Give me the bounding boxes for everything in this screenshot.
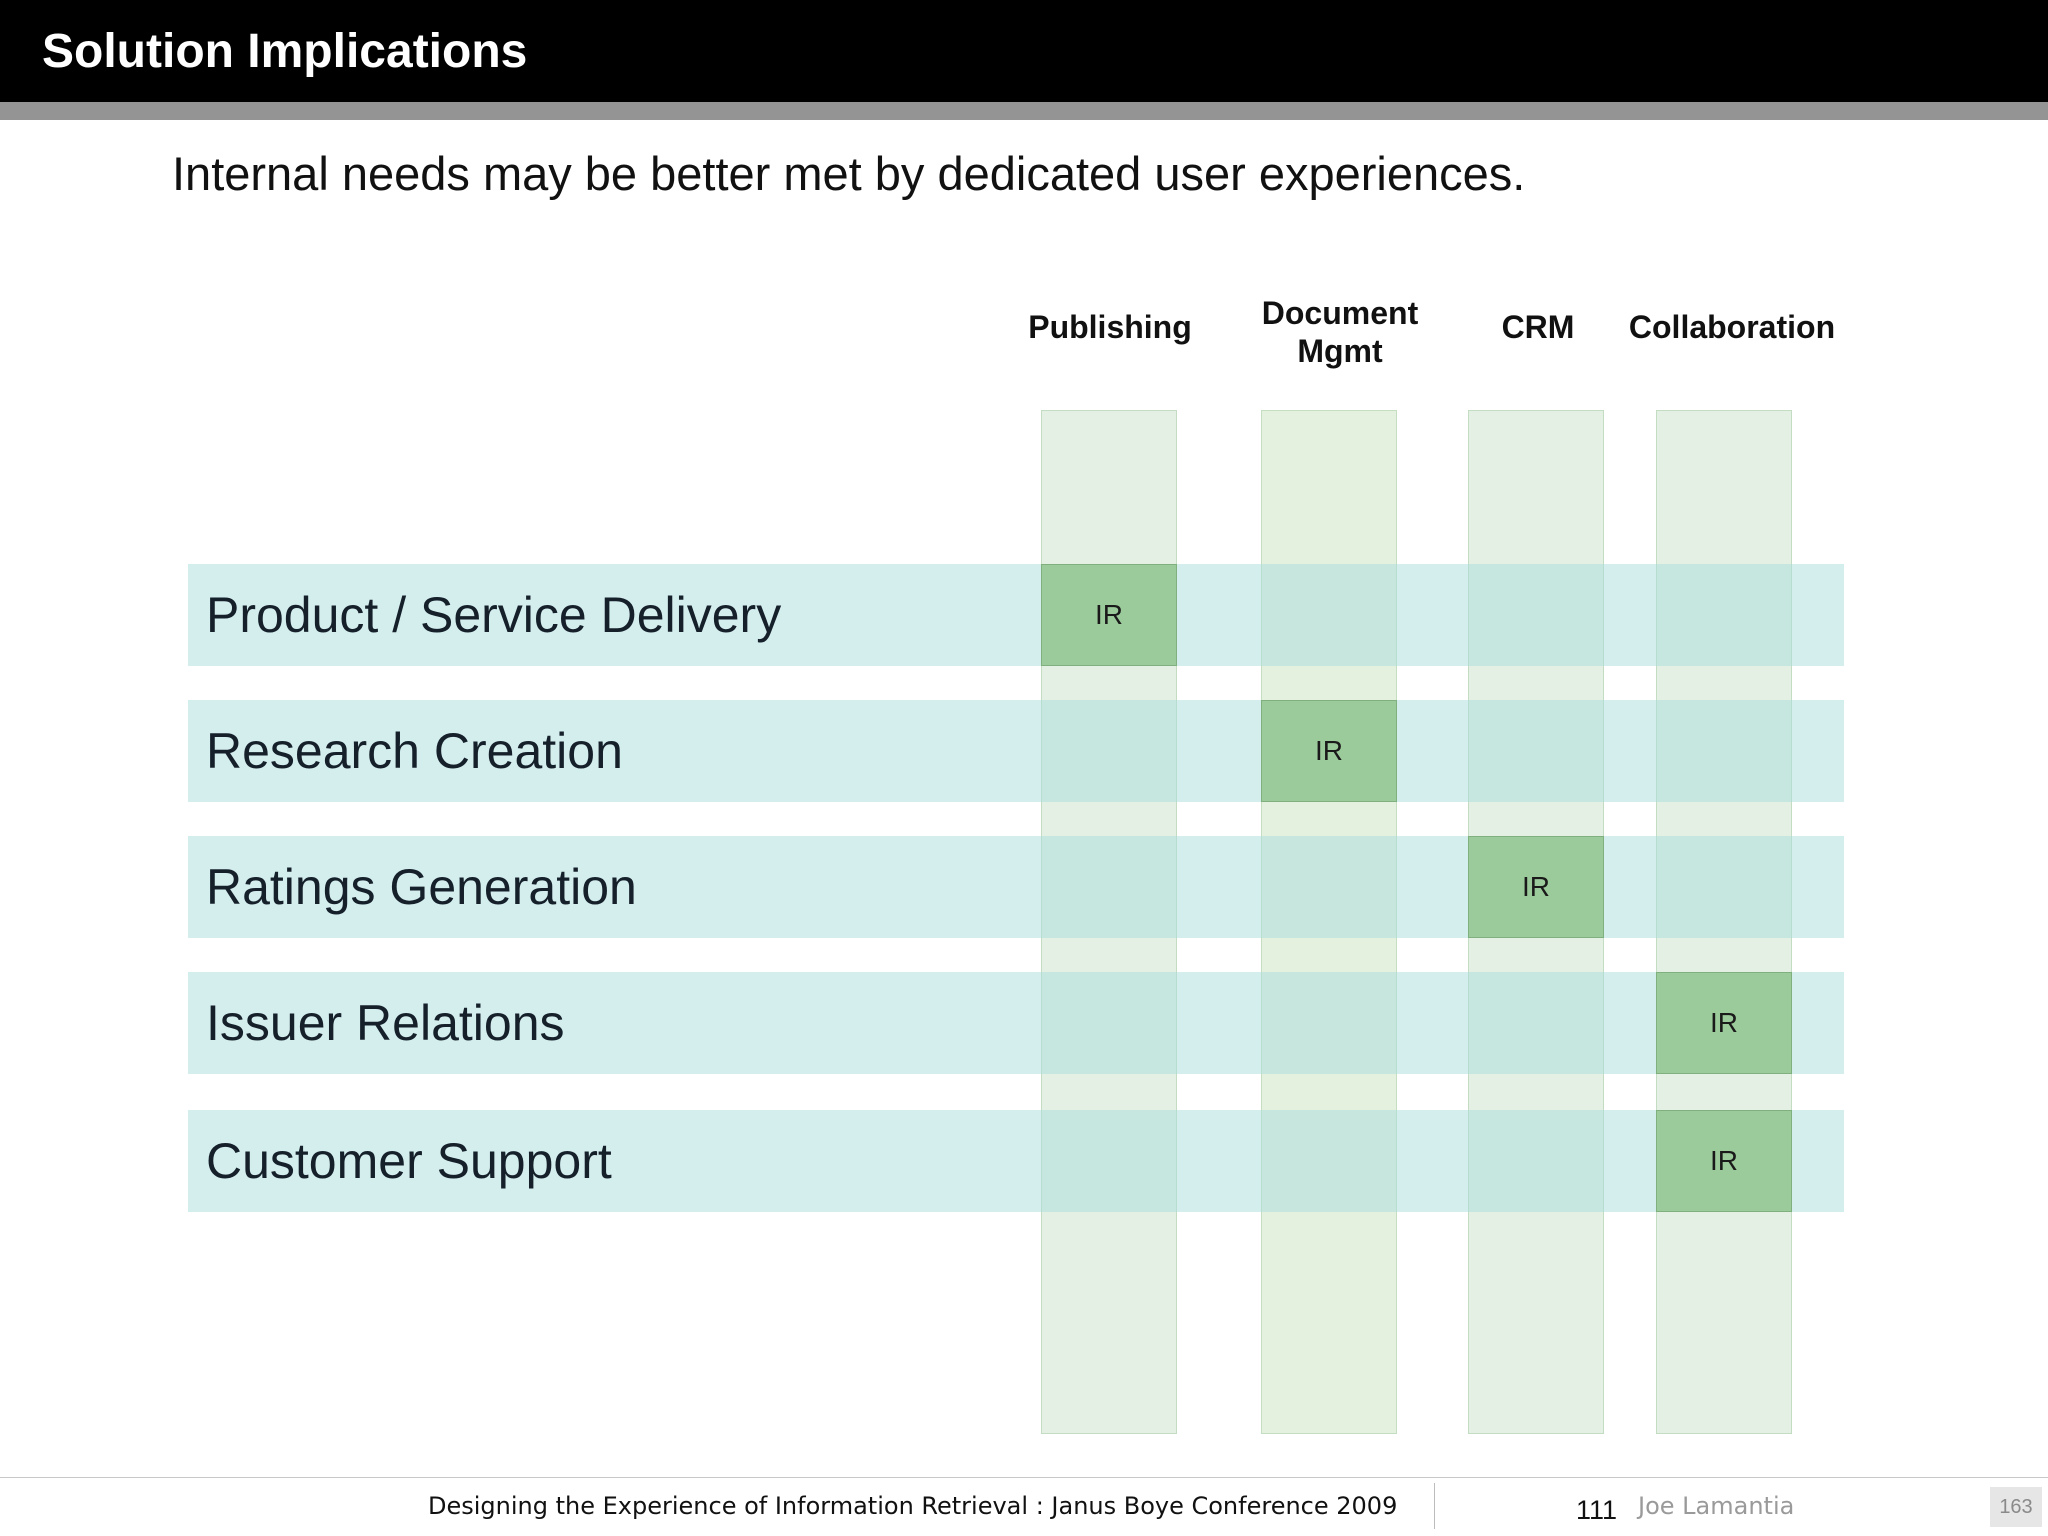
ir-cell-product-service-delivery-publishing: IR: [1041, 564, 1177, 666]
row-label-ratings-generation: Ratings Generation: [206, 859, 637, 915]
row-band-research-creation: [188, 700, 1844, 802]
page-number-badge: 163: [1990, 1487, 2042, 1527]
row-label-research-creation: Research Creation: [206, 723, 623, 779]
column-header-publishing: Publishing: [1028, 309, 1192, 345]
title-bar: [0, 0, 2048, 102]
row-label-issuer-relations: Issuer Relations: [206, 995, 565, 1051]
ir-cell-ratings-generation-crm: IR: [1468, 836, 1604, 938]
row-label-customer-support: Customer Support: [206, 1133, 612, 1189]
title-bar-stripe: [0, 102, 2048, 120]
column-header-collaboration: Collaboration: [1628, 309, 1836, 345]
ir-cell-issuer-relations-collaboration: IR: [1656, 972, 1792, 1074]
row-band-issuer-relations: [188, 972, 1844, 1074]
footer-divider: [1434, 1483, 1435, 1529]
row-label-product-service-delivery: Product / Service Delivery: [206, 587, 782, 643]
footer-rule: [0, 1477, 2048, 1478]
ir-cell-customer-support-collaboration: IR: [1656, 1110, 1792, 1212]
slide-subtitle: Internal needs may be better met by dedi…: [172, 147, 1526, 200]
footer-author: Joe Lamantia: [1638, 1492, 1795, 1520]
ir-cell-research-creation-document-mgmt: IR: [1261, 700, 1397, 802]
footer-slide-number: 111: [1576, 1495, 1618, 1525]
column-header-document-mgmt: Document Mgmt: [1261, 295, 1419, 369]
slide-title: Solution Implications: [42, 25, 528, 78]
column-header-crm: CRM: [1501, 309, 1575, 345]
row-band-customer-support: [188, 1110, 1844, 1212]
row-band-product-service-delivery: [188, 564, 1844, 666]
footer-text: Designing the Experience of Information …: [428, 1492, 1398, 1520]
